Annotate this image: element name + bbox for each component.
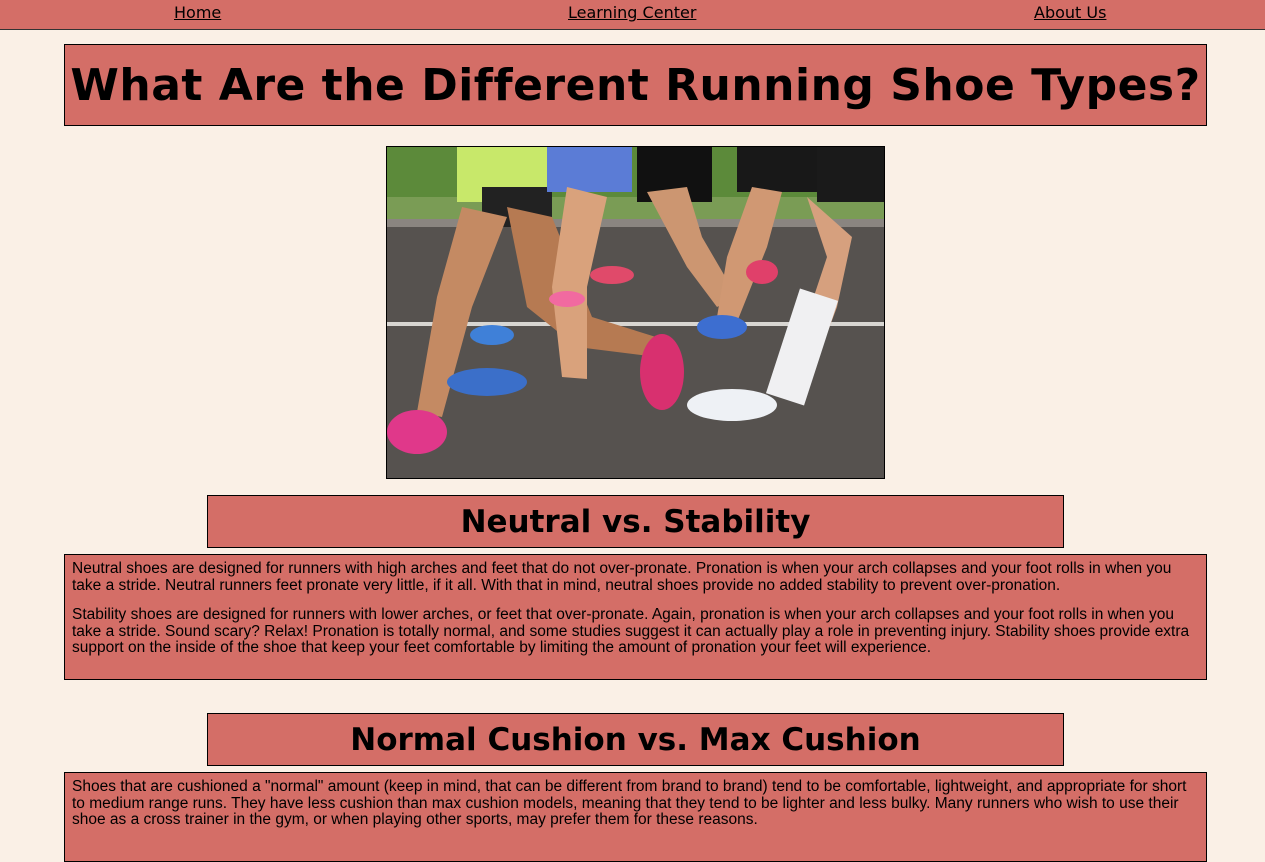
nav-link-about-us[interactable]: About Us <box>1034 3 1107 22</box>
section-heading-box-neutral-stability: Neutral vs. Stability <box>207 495 1064 548</box>
nav-link-learning-center[interactable]: Learning Center <box>568 3 697 22</box>
section-heading: Neutral vs. Stability <box>460 503 811 540</box>
section-heading-box-cushion: Normal Cushion vs. Max Cushion <box>207 713 1064 766</box>
paragraph: Shoes that are cushioned a "normal" amou… <box>72 778 1187 828</box>
paragraph: Neutral shoes are designed for runners w… <box>72 560 1172 594</box>
section-content-cushion: Shoes that are cushioned a "normal" amou… <box>64 772 1207 862</box>
section-content-neutral-stability: Neutral shoes are designed for runners w… <box>64 554 1207 680</box>
top-nav: Home Learning Center About Us <box>0 0 1265 30</box>
section-heading: Normal Cushion vs. Max Cushion <box>350 721 921 758</box>
hero-image-runners-legs <box>386 146 885 479</box>
page-title: What Are the Different Running Shoe Type… <box>70 59 1201 111</box>
page-title-box: What Are the Different Running Shoe Type… <box>64 44 1207 126</box>
nav-link-home[interactable]: Home <box>174 3 222 22</box>
paragraph: Stability shoes are designed for runners… <box>72 606 1190 656</box>
